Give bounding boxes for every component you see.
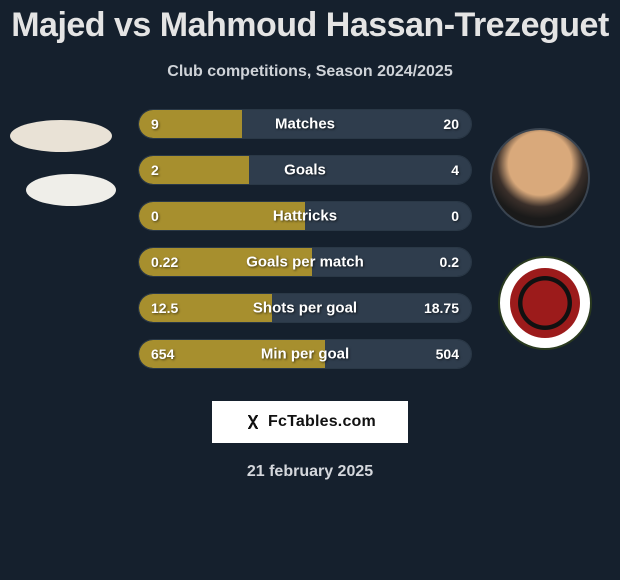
stat-value-left: 2 (151, 162, 159, 178)
stat-value-right: 504 (436, 346, 459, 362)
bar-left-fill (139, 202, 305, 230)
stat-value-right: 0 (451, 208, 459, 224)
stat-value-right: 20 (443, 116, 459, 132)
stat-value-left: 9 (151, 116, 159, 132)
source-text: FcTables.com (268, 413, 376, 431)
stat-value-right: 0.2 (440, 254, 459, 270)
stat-value-left: 0.22 (151, 254, 178, 270)
comparison-chart: Matches920Goals24Hattricks00Goals per ma… (0, 109, 620, 389)
stat-value-left: 654 (151, 346, 174, 362)
stat-value-left: 0 (151, 208, 159, 224)
stat-value-left: 12.5 (151, 300, 178, 316)
stat-row: Min per goal654504 (138, 339, 472, 369)
source-attribution: FcTables.com (212, 401, 408, 443)
page-title: Majed vs Mahmoud Hassan-Trezeguet (0, 0, 620, 45)
stat-row: Goals24 (138, 155, 472, 185)
stat-row: Hattricks00 (138, 201, 472, 231)
stat-value-right: 18.75 (424, 300, 459, 316)
stat-row: Goals per match0.220.2 (138, 247, 472, 277)
bars-container: Matches920Goals24Hattricks00Goals per ma… (138, 109, 472, 385)
bar-right-fill (249, 156, 471, 184)
snapshot-date: 21 february 2025 (0, 463, 620, 481)
fctables-logo-icon (244, 415, 262, 429)
stat-value-right: 4 (451, 162, 459, 178)
bar-right-fill (305, 202, 471, 230)
bar-right-fill (242, 110, 471, 138)
page-subtitle: Club competitions, Season 2024/2025 (0, 63, 620, 81)
stat-row: Matches920 (138, 109, 472, 139)
stat-row: Shots per goal12.518.75 (138, 293, 472, 323)
